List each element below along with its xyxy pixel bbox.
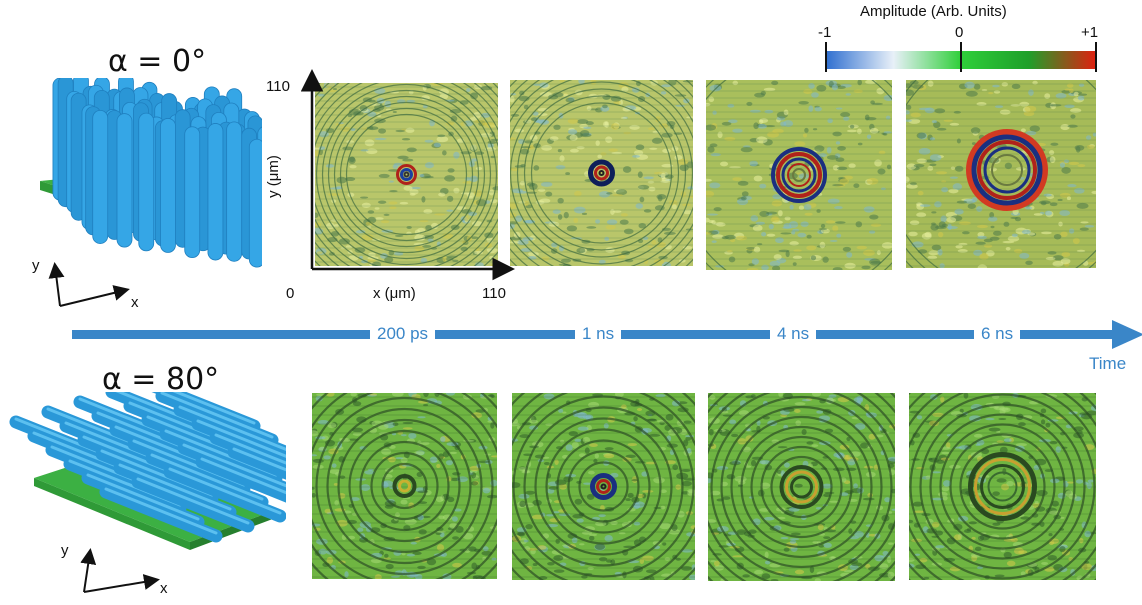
panel-bottom-4ns [708,393,895,581]
colorbar-tick-min: -1 [818,24,832,41]
colorbar-title: Amplitude (Arb. Units) [860,3,1007,20]
inset-x-label-bottom: x [160,580,168,597]
vertical-nanowire-illustration [40,78,262,268]
time-axis-label: Time [1089,354,1127,373]
panel-top-1ns [510,80,693,266]
colorbar [825,42,1097,72]
time-label-1ns: 1 ns [575,324,622,344]
x-axis-max-label: 110 [482,285,506,302]
y-axis-label: y (μm) [264,155,282,198]
tilted-nanowire-illustration [9,392,286,550]
time-label-4ns: 4 ns [770,324,817,344]
time-label-6ns: 6 ns [974,324,1021,344]
panel-top-200ps [315,83,498,266]
panel-top-6ns [906,80,1096,268]
alpha-label-top: α = 0° [108,44,207,79]
inset-axes-bottom [80,548,160,593]
inset-axes-top [48,262,130,307]
panel-bottom-200ps [312,393,497,579]
x-axis-label: x (μm) [373,285,416,302]
inset-x-label-top: x [131,294,139,311]
panel-axes [300,69,515,281]
y-axis-max-label: 110 [266,78,290,95]
time-label-200ps: 200 ps [370,324,436,344]
axis-origin-label: 0 [286,285,295,302]
panel-bottom-6ns [909,393,1096,580]
panel-bottom-1ns [512,393,695,580]
inset-y-label-top: y [32,257,40,274]
colorbar-tick-max: +1 [1081,24,1099,41]
colorbar-tick-mid: 0 [955,24,964,41]
inset-y-label-bottom: y [61,542,69,559]
panel-top-4ns [706,80,892,270]
